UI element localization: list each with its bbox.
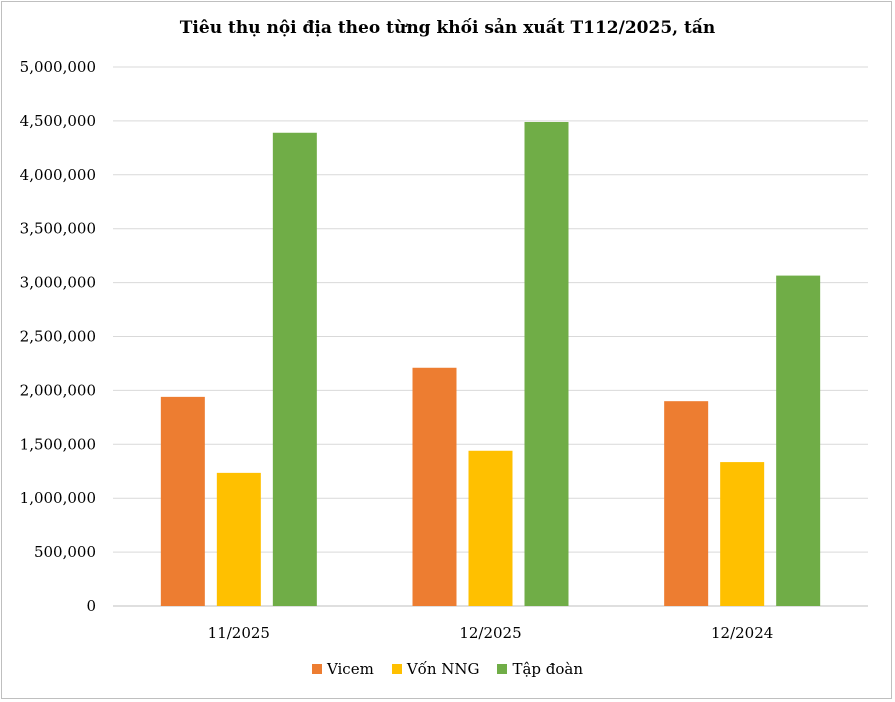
legend-label: Vicem bbox=[326, 660, 374, 678]
bar-vốn-nng-12-2024 bbox=[720, 462, 765, 606]
legend-label: Tập đoàn bbox=[512, 660, 584, 678]
legend-swatch bbox=[497, 664, 508, 674]
bar-tập-đoàn-12-2025 bbox=[524, 121, 569, 606]
y-tick-label: 1,500,000 bbox=[20, 435, 96, 453]
y-tick-label: 0 bbox=[86, 597, 96, 615]
bar-vicem-12-2025 bbox=[412, 367, 457, 606]
bar-tập-đoàn-11-2025 bbox=[272, 132, 317, 606]
legend-item: Tập đoàn bbox=[497, 660, 583, 678]
y-tick-label: 2,500,000 bbox=[20, 328, 96, 346]
y-tick-label: 4,500,000 bbox=[20, 112, 96, 130]
bar-tập-đoàn-12-2024 bbox=[776, 275, 821, 606]
y-tick-label: 500,000 bbox=[34, 543, 96, 561]
bar-vicem-11-2025 bbox=[160, 396, 205, 606]
bar-vốn-nng-11-2025 bbox=[216, 472, 261, 606]
y-tick-label: 1,000,000 bbox=[20, 489, 96, 507]
y-tick-label: 5,000,000 bbox=[20, 58, 96, 76]
bar-vốn-nng-12-2025 bbox=[468, 450, 513, 606]
legend-label: Vốn NNG bbox=[406, 660, 480, 678]
x-tick-label: 12/2025 bbox=[459, 624, 521, 642]
chart-legend: Vicem Vốn NNG Tập đoàn bbox=[0, 660, 895, 678]
chart-title: Tiêu thụ nội địa theo từng khối sản xuất… bbox=[179, 18, 716, 38]
legend-swatch bbox=[391, 664, 402, 674]
y-tick-label: 4,000,000 bbox=[20, 166, 96, 184]
x-tick-label: 12/2024 bbox=[711, 624, 773, 642]
legend-item: Vicem bbox=[311, 660, 374, 678]
bar-vicem-12-2024 bbox=[664, 401, 709, 606]
legend-item: Vốn NNG bbox=[391, 660, 480, 678]
y-tick-label: 2,000,000 bbox=[20, 381, 96, 399]
x-tick-label: 11/2025 bbox=[208, 624, 270, 642]
y-tick-label: 3,000,000 bbox=[20, 274, 96, 292]
y-tick-label: 3,500,000 bbox=[20, 220, 96, 238]
legend-swatch bbox=[311, 664, 322, 674]
